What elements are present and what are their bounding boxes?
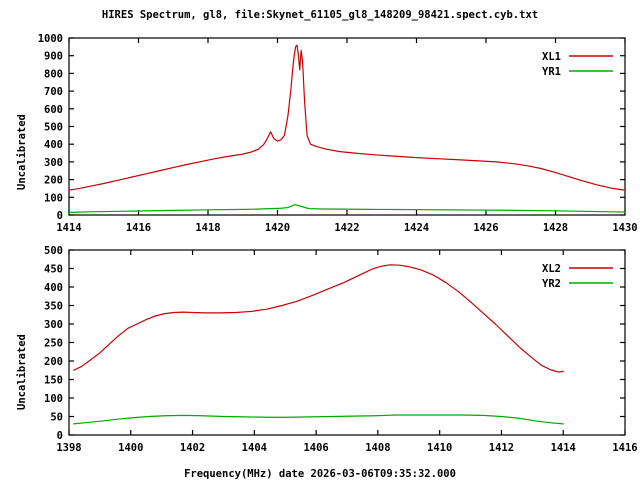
x-tick-label: 1426 <box>473 222 498 234</box>
x-tick-label: 1408 <box>365 442 390 454</box>
x-tick-label: 1420 <box>265 222 290 234</box>
legend-label-yr2: YR2 <box>542 278 561 290</box>
x-tick-label: 1412 <box>489 442 514 454</box>
x-tick-label: 1402 <box>180 442 205 454</box>
y-tick-label: 200 <box>44 175 63 187</box>
y-tick-label: 100 <box>44 393 63 405</box>
series-yr2 <box>73 414 564 425</box>
legend-label-yr1: YR1 <box>542 66 561 78</box>
y-tick-label: 0 <box>57 430 63 442</box>
y-tick-label: 250 <box>44 338 63 350</box>
y-tick-label: 900 <box>44 51 63 63</box>
y-tick-label: 1000 <box>38 33 63 45</box>
y-tick-label: 500 <box>44 245 63 257</box>
x-tick-label: 1422 <box>334 222 359 234</box>
y-tick-label: 0 <box>57 210 63 222</box>
y-tick-label: 400 <box>44 139 63 151</box>
series-xl1 <box>68 44 626 191</box>
x-tick-label: 1418 <box>195 222 220 234</box>
y-tick-label: 700 <box>44 86 63 98</box>
x-tick-label: 1424 <box>404 222 429 234</box>
x-tick-label: 1416 <box>126 222 151 234</box>
y-tick-label: 300 <box>44 157 63 169</box>
top-spectrum-panel: Uncalibrated 0 100 200 300 400 500 600 700 800 90… <box>0 30 640 236</box>
x-tick-label: 1410 <box>427 442 452 454</box>
x-tick-label: 1406 <box>303 442 328 454</box>
y-tick-label: 300 <box>44 319 63 331</box>
y-tick-label: 600 <box>44 104 63 116</box>
y-tick-label: 800 <box>44 68 63 80</box>
legend-background <box>523 44 619 88</box>
y-tick-label: 500 <box>44 122 63 134</box>
x-tick-label: 1430 <box>612 222 637 234</box>
legend-background <box>523 256 619 300</box>
x-tick-label: 1428 <box>543 222 568 234</box>
x-tick-label: 1404 <box>242 442 267 454</box>
bottom-plot-canvas: 0 50 100 150 200 250 300 350 400 450 500 1398 1400 14… <box>44 245 638 454</box>
y-tick-label: 150 <box>44 375 63 387</box>
legend-label-xl2: XL2 <box>542 263 561 275</box>
x-tick-label: 1414 <box>551 442 576 454</box>
y-tick-label: 450 <box>44 264 63 276</box>
x-tick-label: 1414 <box>56 222 81 234</box>
y-tick-label: 50 <box>50 412 63 424</box>
x-tick-label: 1400 <box>118 442 143 454</box>
y-tick-label: 350 <box>44 301 63 313</box>
series-xl2 <box>73 264 564 373</box>
y-tick-label: 100 <box>44 192 63 204</box>
x-axis-label: Frequency(MHz) date 2026-03-06T09:35:32.… <box>184 468 456 480</box>
legend-label-xl1: XL1 <box>542 51 561 63</box>
series-yr1 <box>68 204 626 213</box>
x-tick-label: 1416 <box>612 442 637 454</box>
y-tick-label: 200 <box>44 356 63 368</box>
bottom-spectrum-panel: Uncalibrated 0 50 100 150 200 250 300 350 400 450… <box>0 240 640 480</box>
page-title: HIRES Spectrum, gl8, file:Skynet_61105_g… <box>101 9 539 21</box>
x-tick-label: 1398 <box>56 442 81 454</box>
top-plot-canvas: 0 100 200 300 400 500 600 700 800 900 1000 1414 1416… <box>38 33 638 234</box>
y-tick-label: 400 <box>44 282 63 294</box>
